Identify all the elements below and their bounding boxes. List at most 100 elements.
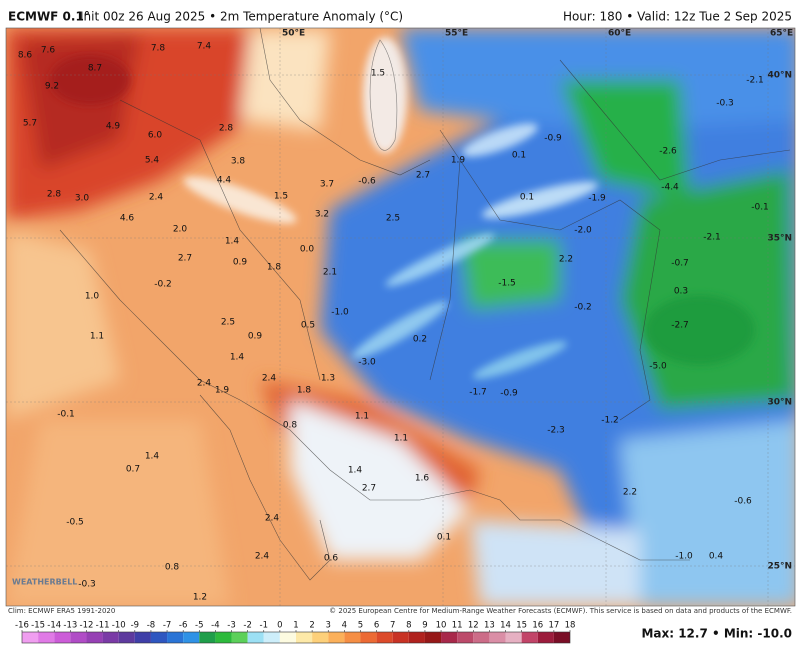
colorbar-cell bbox=[22, 632, 39, 643]
map-value: 2.7 bbox=[416, 171, 430, 181]
colorbar-cell bbox=[86, 632, 103, 643]
colorbar-cell bbox=[231, 632, 248, 643]
map-value: 2.5 bbox=[386, 214, 400, 224]
colorbar-cell bbox=[183, 632, 200, 643]
map-value: 2.8 bbox=[219, 124, 234, 134]
colorbar-cell bbox=[70, 632, 87, 643]
map-value: 2.4 bbox=[197, 379, 212, 389]
colorbar-cell bbox=[376, 632, 393, 643]
colorbar-cell bbox=[54, 632, 71, 643]
colorbar-cell bbox=[247, 632, 264, 643]
map-value: 0.3 bbox=[674, 287, 688, 297]
colorbar-cell bbox=[118, 632, 135, 643]
colorbar-tick-label: -8 bbox=[147, 621, 155, 631]
map-value: 0.0 bbox=[300, 245, 315, 255]
colorbar-cell bbox=[312, 632, 329, 643]
map-value: 7.6 bbox=[41, 46, 56, 56]
colorbar-tick-label: 4 bbox=[342, 621, 347, 631]
map-value: -0.9 bbox=[544, 134, 562, 144]
map-value: 1.0 bbox=[85, 292, 100, 302]
map-value: -2.1 bbox=[703, 233, 721, 243]
colorbar-tick-label: 3 bbox=[326, 621, 331, 631]
colorbar-tick-label: 14 bbox=[500, 621, 511, 631]
colorbar-cell bbox=[102, 632, 119, 643]
map-value: -0.7 bbox=[671, 259, 689, 269]
colorbar-tick-label: -5 bbox=[195, 621, 203, 631]
map-value: -2.0 bbox=[574, 226, 592, 236]
map-value: -2.6 bbox=[659, 147, 677, 157]
colorbar-tick-label: 10 bbox=[436, 621, 447, 631]
colorbar-tick-label: -2 bbox=[243, 621, 251, 631]
colorbar-tick-label: -12 bbox=[80, 621, 94, 631]
colorbar-tick-label: -14 bbox=[47, 621, 61, 631]
colorbar-tick-label: 9 bbox=[422, 621, 427, 631]
climatology: Clim: ECMWF ERA5 1991-2020 bbox=[8, 607, 115, 615]
colorbar-cell bbox=[473, 632, 490, 643]
colorbar-tick-label: -13 bbox=[63, 621, 77, 631]
colorbar-tick-label: 15 bbox=[516, 621, 527, 631]
map-value: 2.5 bbox=[221, 318, 235, 328]
map-value: 1.4 bbox=[145, 452, 160, 462]
colorbar-cell bbox=[215, 632, 232, 643]
map-value: 2.2 bbox=[559, 255, 573, 265]
map-value: 0.1 bbox=[520, 193, 534, 203]
map-value: -0.6 bbox=[358, 177, 376, 187]
map-value: 2.7 bbox=[362, 484, 376, 494]
map-value: -1.0 bbox=[675, 552, 693, 562]
map-value: 3.2 bbox=[315, 210, 329, 220]
map-value: 0.4 bbox=[709, 552, 724, 562]
colorbar-tick-label: 0 bbox=[277, 621, 282, 631]
map-value: 3.0 bbox=[75, 194, 90, 204]
map-value: -0.1 bbox=[57, 410, 75, 420]
colorbar-tick-label: 16 bbox=[532, 621, 543, 631]
map-value: 1.1 bbox=[394, 434, 408, 444]
watermark: WEATHERBELL bbox=[12, 578, 77, 587]
map-value: -2.7 bbox=[671, 321, 689, 331]
map-value: -2.3 bbox=[547, 426, 565, 436]
colorbar-frame bbox=[21, 631, 571, 644]
latitude-label: 40°N bbox=[767, 71, 792, 81]
map-value: 2.2 bbox=[623, 488, 637, 498]
map-value: -1.5 bbox=[498, 279, 516, 289]
map-value: -1.9 bbox=[588, 194, 606, 204]
map-value: 1.1 bbox=[355, 412, 369, 422]
model-name: ECMWF 0.1° bbox=[8, 10, 90, 24]
map-value: 1.5 bbox=[371, 69, 385, 79]
colorbar-cell bbox=[505, 632, 522, 643]
latitude-label: 30°N bbox=[767, 398, 792, 408]
map-value: 1.1 bbox=[90, 332, 104, 342]
map-value: -0.1 bbox=[751, 203, 769, 213]
map-value: 1.5 bbox=[274, 192, 288, 202]
colorbar-cell bbox=[199, 632, 216, 643]
map-value: -0.9 bbox=[500, 389, 518, 399]
map-value: 2.4 bbox=[255, 552, 270, 562]
colorbar-tick-label: 7 bbox=[390, 621, 395, 631]
colorbar-cell bbox=[537, 632, 554, 643]
map-value: 1.3 bbox=[321, 374, 335, 384]
longitude-label: 55°E bbox=[445, 29, 468, 39]
map-value: 2.4 bbox=[149, 193, 164, 203]
map-value: 1.6 bbox=[415, 474, 430, 484]
colorbar-cell bbox=[408, 632, 425, 643]
map-value: 9.2 bbox=[45, 82, 59, 92]
colorbar-cell bbox=[150, 632, 168, 643]
colorbar-tick-label: 12 bbox=[468, 621, 479, 631]
colorbar-tick-label: -6 bbox=[179, 621, 187, 631]
map-value: 2.0 bbox=[173, 225, 188, 235]
map-value: 0.9 bbox=[233, 258, 248, 268]
colorbar-cell bbox=[441, 632, 458, 643]
map-value: 0.8 bbox=[283, 421, 298, 431]
colorbar-cell bbox=[424, 632, 442, 643]
colorbar-cell bbox=[553, 632, 570, 643]
colorbar-tick-label: -7 bbox=[163, 621, 171, 631]
init-title: Init 00z 26 Aug 2025 • 2m Temperature An… bbox=[80, 10, 403, 24]
colorbar-cell bbox=[279, 632, 296, 643]
map-value: 1.9 bbox=[215, 386, 230, 396]
map-value: 2.4 bbox=[265, 514, 280, 524]
colorbar-tick-label: 8 bbox=[406, 621, 411, 631]
colorbar-tick-label: 6 bbox=[374, 621, 379, 631]
colorbar-tick-label: 2 bbox=[309, 621, 314, 631]
map-value: -0.5 bbox=[66, 518, 84, 528]
colorbar-cell bbox=[360, 632, 377, 643]
latitude-label: 25°N bbox=[767, 562, 792, 572]
